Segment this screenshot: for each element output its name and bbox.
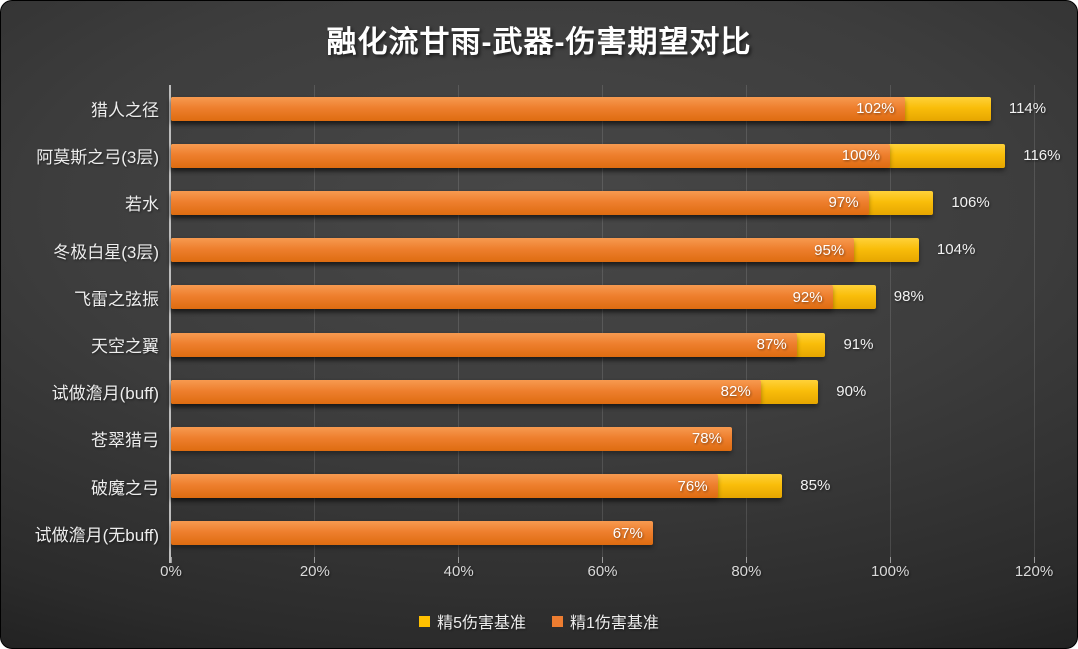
bar-track: 102% — [171, 96, 1034, 121]
gridline — [889, 85, 891, 557]
category-label: 试做澹月(buff) — [51, 384, 159, 404]
x-tick-label: 0% — [160, 563, 182, 580]
category-label: 试做澹月(无buff) — [34, 525, 159, 545]
bar-row: 78% — [171, 415, 1034, 462]
bar-row: 102% 114% — [171, 85, 1046, 132]
bar-row: 100% 116% — [171, 132, 1060, 179]
bar-value-label-refine5: 90% — [836, 382, 867, 400]
bar-value-label-refine5: 106% — [951, 193, 990, 211]
legend-label: 精5伤害基准 — [437, 615, 526, 632]
plot-area: 102% 114% 100% 116% 97% 106% 95% 104% 92% 98% 87% 9… — [169, 85, 1060, 563]
gridline — [1033, 85, 1035, 557]
category-label: 天空之翼 — [91, 337, 159, 357]
bar-value-label-refine5: 116% — [1023, 146, 1061, 164]
axis-tick — [170, 557, 172, 563]
axis-tick — [458, 557, 460, 563]
bar-row: 92% 98% — [171, 274, 1034, 321]
bar-track: 67% — [171, 521, 1034, 546]
bar-value-label-refine1: 87% — [756, 336, 787, 354]
category-label: 破魔之弓 — [91, 478, 159, 498]
legend-label: 精1伤害基准 — [570, 615, 659, 632]
bar-track: 76% — [171, 474, 1034, 499]
bar-value-label-refine1: 78% — [691, 430, 722, 448]
axis-tick — [314, 557, 316, 563]
bar-track: 92% — [171, 285, 1034, 310]
bar-row: 76% 85% — [171, 463, 1034, 510]
legend-swatch-icon — [419, 615, 431, 627]
bar-value-label-refine1: 100% — [841, 147, 881, 165]
bar-segment-refine1: 100% — [171, 143, 891, 168]
axis-tick — [745, 557, 747, 563]
bar-track: 100% — [171, 143, 1034, 168]
x-tick-label: 100% — [870, 563, 910, 580]
category-label: 苍翠猎弓 — [91, 431, 159, 451]
x-tick-label: 40% — [443, 563, 474, 580]
bar-segment-refine1: 76% — [171, 474, 718, 499]
x-axis: 0% 20% 40% 60% 80% 100% 120% — [160, 563, 1053, 587]
category-label: 冬极白星(3层) — [53, 242, 159, 262]
category-label: 猎人之径 — [91, 101, 159, 121]
bar-row: 97% 106% — [171, 179, 1034, 226]
bar-segment-refine1: 97% — [171, 190, 869, 215]
bar-segment-refine1: 67% — [171, 521, 653, 546]
x-tick-label: 20% — [299, 563, 330, 580]
y-axis-line — [169, 85, 171, 563]
bar-value-label-refine1: 67% — [612, 524, 643, 542]
category-label: 飞雷之弦振 — [74, 289, 159, 309]
gridline — [745, 85, 747, 557]
x-tick-label: 120% — [1014, 563, 1054, 580]
bar-track: 82% — [171, 379, 1034, 404]
category-label: 若水 — [125, 195, 159, 215]
bar-value-label-refine1: 92% — [792, 288, 823, 306]
gridline — [602, 85, 603, 557]
bar-value-label-refine5: 114% — [1008, 99, 1047, 117]
bar-segment-refine1: 82% — [171, 379, 761, 404]
bar-segment-refine1: 92% — [171, 285, 833, 310]
bar-value-label-refine5: 104% — [936, 241, 976, 259]
bar-row: 82% 90% — [171, 368, 1034, 415]
x-tick-label: 60% — [587, 563, 618, 580]
legend-item: 精5伤害基准 — [419, 609, 526, 633]
bar-row: 95% 104% — [171, 227, 1034, 274]
bar-track: 95% — [171, 238, 1034, 263]
gridline — [458, 85, 460, 557]
bar-value-label-refine5: 98% — [893, 288, 924, 306]
bar-value-label-refine1: 76% — [677, 477, 708, 495]
bar-value-label-refine1: 97% — [828, 194, 859, 212]
gridline — [314, 85, 316, 557]
bar-segment-refine1: 102% — [171, 96, 905, 121]
bar-track: 78% — [171, 426, 1034, 451]
bar-row: 87% 91% — [171, 321, 1034, 368]
axis-tick — [602, 557, 603, 563]
category-label: 阿莫斯之弓(3层) — [36, 148, 159, 168]
bar-track: 97% — [171, 190, 1034, 215]
bar-value-label-refine1: 102% — [856, 100, 895, 118]
category-axis: 猎人之径阿莫斯之弓(3层) 若水冬极白星(3层) 飞雷之弦振天空之翼试做澹月(buf… — [1, 85, 159, 557]
bar-value-label-refine5: 91% — [843, 335, 874, 353]
x-tick-label: 80% — [731, 563, 762, 580]
legend: 精5伤害基准 精1伤害基准 — [1, 607, 1077, 635]
bar-value-label-refine5: 85% — [800, 477, 831, 495]
axis-tick — [889, 557, 891, 563]
bar-row: 67% — [171, 510, 1034, 557]
bar-value-label-refine1: 82% — [720, 383, 751, 401]
axis-tick — [1033, 557, 1035, 563]
legend-item: 精1伤害基准 — [552, 609, 659, 633]
bar-segment-refine1: 95% — [171, 238, 855, 263]
bar-segment-refine1: 78% — [171, 426, 732, 451]
bar-segment-refine1: 87% — [171, 332, 797, 357]
bar-value-label-refine1: 95% — [814, 241, 845, 259]
legend-swatch-icon — [552, 615, 563, 627]
bar-track: 87% — [171, 332, 1034, 357]
chart-title: 融化流甘雨-武器-伤害期望对比 — [326, 26, 752, 59]
